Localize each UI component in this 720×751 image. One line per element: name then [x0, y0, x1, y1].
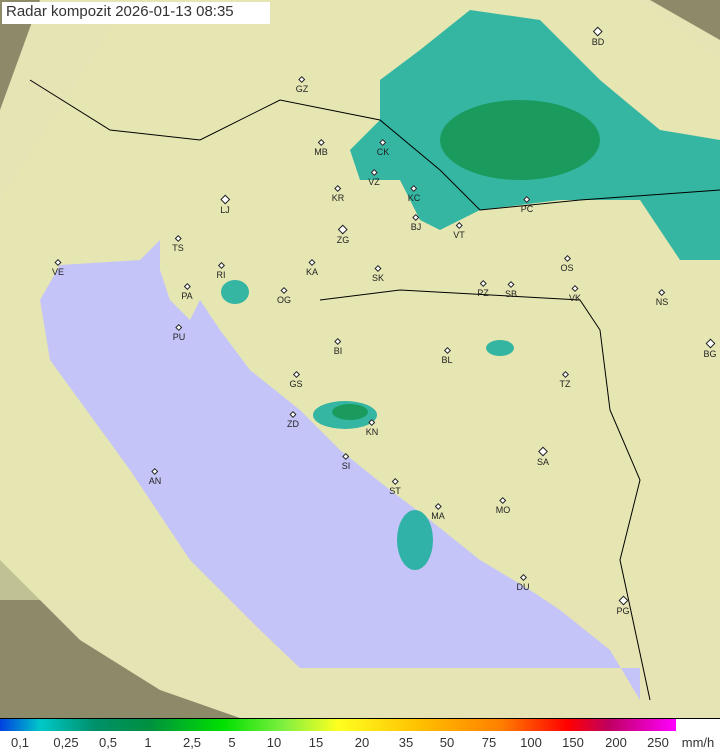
legend-label: 0,5 [98, 735, 118, 750]
legend-label: 0,1 [10, 735, 30, 750]
city-label-pa: PA [181, 291, 193, 301]
city-label-si: SI [341, 461, 351, 471]
city-label-kc: KC [407, 193, 421, 203]
city-label-mo: MO [495, 505, 511, 515]
city-label-ck: CK [376, 147, 390, 157]
legend-label: 0,25 [53, 735, 79, 750]
city-label-pg: PG [616, 606, 630, 616]
city-label-sa: SA [536, 457, 550, 467]
city-label-ri: RI [216, 270, 226, 280]
legend-label: 100 [520, 735, 542, 750]
adriatic-sea [40, 240, 640, 700]
city-label-du: DU [516, 582, 530, 592]
city-label-ve: VE [51, 267, 65, 277]
city-label-kn: KN [365, 427, 379, 437]
map-title: Radar kompozit 2026-01-13 08:35 [2, 2, 270, 24]
city-label-bl: BL [441, 355, 453, 365]
city-label-bg: BG [703, 349, 717, 359]
city-label-st: ST [389, 486, 401, 496]
legend-label: 5 [228, 735, 236, 750]
city-label-kr: KR [331, 193, 345, 203]
legend-label: 250 [647, 735, 669, 750]
city-label-gz: GZ [295, 84, 309, 94]
city-label-pc: PC [520, 204, 534, 214]
city-label-ts: TS [172, 243, 184, 253]
city-label-ka: KA [305, 267, 319, 277]
legend-label: 150 [562, 735, 584, 750]
city-label-tz: TZ [559, 379, 571, 389]
precipitation-legend-bar [0, 719, 676, 731]
city-label-vk: VK [568, 293, 582, 303]
city-label-os: OS [560, 263, 574, 273]
city-label-pz: PZ [477, 288, 489, 298]
city-label-zg: ZG [336, 235, 350, 245]
city-label-vz: VZ [368, 177, 380, 187]
city-label-mb: MB [314, 147, 328, 157]
city-label-zd: ZD [287, 419, 299, 429]
legend-label: 1 [144, 735, 152, 750]
legend-label: 2,5 [182, 735, 202, 750]
legend-label: 50 [439, 735, 455, 750]
city-label-ma: MA [431, 511, 445, 521]
city-label-sb: SB [504, 289, 518, 299]
legend-label: 200 [605, 735, 627, 750]
legend-label: 15 [308, 735, 324, 750]
city-label-sk: SK [371, 273, 385, 283]
city-label-lj: LJ [220, 205, 230, 215]
city-label-og: OG [276, 295, 292, 305]
city-label-bi: BI [333, 346, 343, 356]
legend-label: 75 [481, 735, 497, 750]
city-label-pu: PU [172, 332, 186, 342]
legend-label: 20 [354, 735, 370, 750]
radar-map [0, 0, 720, 719]
city-label-an: AN [148, 476, 162, 486]
city-label-bd: BD [591, 37, 605, 47]
legend-label: 35 [398, 735, 414, 750]
legend-label: 10 [266, 735, 282, 750]
legend-unit: mm/h [681, 735, 715, 750]
city-label-vt: VT [453, 230, 465, 240]
city-label-ns: NS [655, 297, 669, 307]
city-label-bj: BJ [410, 222, 422, 232]
city-label-gs: GS [289, 379, 303, 389]
